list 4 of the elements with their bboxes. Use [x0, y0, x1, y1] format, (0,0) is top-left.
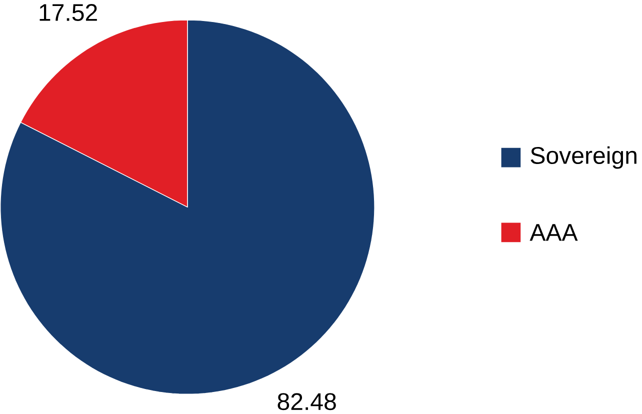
- legend-label: AAA: [530, 224, 578, 241]
- data-label: 82.48: [278, 393, 336, 410]
- legend-label: Sovereign: [530, 146, 636, 169]
- data-label: 17.52: [40, 4, 97, 21]
